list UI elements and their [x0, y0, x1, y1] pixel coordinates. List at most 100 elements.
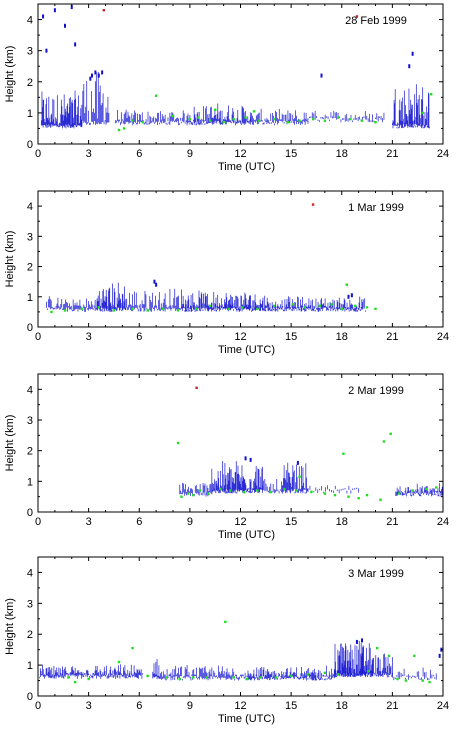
ceilometer-point	[429, 93, 433, 96]
x-tick-label: 9	[187, 516, 193, 528]
ceilometer-point	[154, 94, 158, 97]
lidar-point	[45, 48, 48, 53]
ceilometer-point	[413, 654, 416, 658]
ceilometer-point	[131, 119, 134, 122]
ceilometer-point	[374, 307, 377, 311]
ceilometer-point	[348, 117, 352, 121]
lidar-point	[361, 638, 363, 643]
ceilometer-point	[256, 489, 259, 492]
ceilometer-point	[131, 646, 134, 650]
x-tick-label: 3	[86, 148, 92, 160]
ceilometer-point	[424, 487, 428, 491]
ceilometer-point	[375, 646, 379, 650]
x-tick-label: 6	[136, 331, 142, 343]
lidar-point	[155, 282, 158, 287]
y-tick-label: 1	[27, 476, 33, 488]
ceilometer-point	[311, 117, 315, 121]
x-axis-title: Time (UTC)	[218, 344, 275, 356]
ceilometer-point	[411, 489, 414, 492]
ceilometer-point	[161, 307, 165, 311]
x-axis-title: Time (UTC)	[218, 713, 275, 725]
ceilometer-point	[421, 679, 424, 682]
ceilometer-point	[291, 303, 295, 306]
plot-data	[40, 5, 433, 132]
lidar-point	[42, 14, 45, 19]
x-tick-label: 0	[35, 516, 41, 528]
ceilometer-point	[404, 679, 408, 682]
ceilometer-point	[360, 119, 364, 122]
series-lidar	[46, 279, 366, 312]
lidar-point	[347, 294, 350, 299]
x-tick-label: 24	[437, 516, 449, 528]
x-tick-label: 18	[336, 516, 348, 528]
ceilometer-point	[246, 677, 249, 681]
ceilometer-point	[273, 117, 276, 121]
y-axis-title: Height (km)	[4, 46, 16, 103]
ceilometer-point	[298, 475, 301, 478]
series-outlier	[311, 203, 315, 206]
ceilometer-point	[240, 306, 244, 309]
lidar-point	[53, 8, 56, 13]
ceilometer-point	[242, 490, 246, 494]
x-tick-label: 6	[136, 148, 142, 160]
ceilometer-point	[208, 119, 212, 122]
lidar-point	[64, 23, 66, 28]
ceilometer-point	[374, 121, 377, 124]
ceilometer-point	[178, 677, 181, 681]
ceilometer-point	[323, 492, 327, 495]
ceilometer-point	[63, 309, 67, 312]
ceilometer-point	[294, 489, 298, 492]
ceilometer-point	[298, 119, 301, 122]
y-tick-label: 4	[27, 567, 33, 579]
y-tick-label: 3	[27, 415, 33, 427]
ceilometer-point	[192, 493, 195, 497]
ceilometer-point	[117, 660, 121, 664]
ceilometer-point	[112, 309, 116, 312]
date-label: 28 Feb 1999	[345, 15, 407, 27]
y-axis-title: Height (km)	[4, 598, 16, 655]
y-tick-label: 2	[27, 446, 33, 458]
ceilometer-point	[180, 495, 183, 498]
x-tick-label: 18	[336, 331, 348, 343]
y-tick-label: 2	[27, 77, 33, 89]
ceilometer-point	[289, 674, 293, 678]
lidar-point	[70, 5, 73, 10]
outlier-point	[195, 386, 198, 389]
x-tick-label: 3	[86, 700, 92, 712]
ceilometer-point	[259, 676, 262, 679]
ceilometer-point	[303, 306, 306, 309]
y-tick-label: 4	[27, 384, 33, 396]
ceilometer-point	[232, 676, 235, 679]
y-tick-label: 1	[27, 292, 33, 304]
series-lidar	[40, 5, 430, 129]
y-tick-label: 4	[27, 15, 33, 27]
x-tick-label: 18	[336, 148, 348, 160]
lidar-point	[411, 51, 414, 56]
ceilometer-point	[188, 117, 192, 121]
y-tick-label: 0	[27, 322, 33, 334]
lidar-point	[296, 460, 299, 465]
y-tick-label: 3	[27, 598, 33, 610]
series-outlier	[102, 9, 359, 18]
x-tick-label: 12	[234, 331, 246, 343]
y-tick-label: 0	[27, 139, 33, 151]
ceilometer-point	[195, 307, 198, 311]
x-tick-label: 21	[386, 516, 398, 528]
date-label: 3 Mar 1999	[348, 568, 404, 580]
x-tick-label: 9	[187, 148, 193, 160]
ceilometer-point	[396, 677, 399, 681]
lidar-point	[97, 73, 100, 78]
ceilometer-point	[330, 303, 333, 306]
lidar-point	[94, 70, 97, 75]
x-tick-label: 0	[35, 331, 41, 343]
y-tick-label: 2	[27, 629, 33, 641]
ceilometer-point	[435, 486, 438, 489]
ceilometer-point	[80, 307, 84, 311]
series-ceilometer	[50, 283, 377, 314]
x-tick-label: 3	[86, 331, 92, 343]
ceilometer-point	[273, 304, 276, 308]
ceilometer-point	[222, 121, 225, 124]
x-tick-label: 24	[437, 148, 449, 160]
